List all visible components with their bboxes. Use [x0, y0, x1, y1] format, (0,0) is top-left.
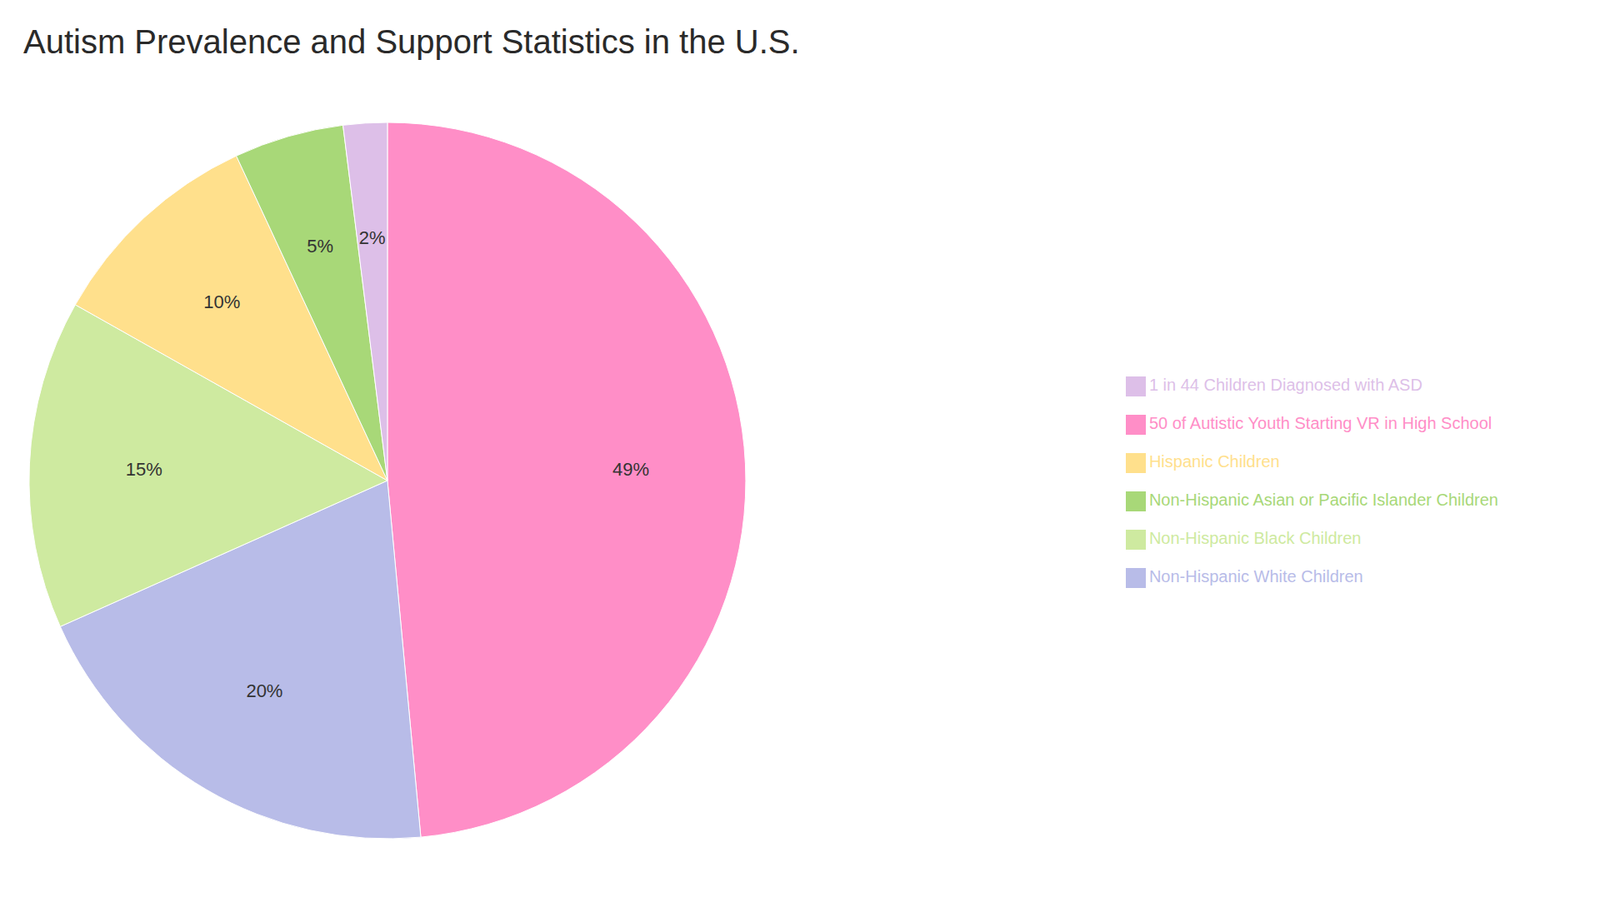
html-text:50 of Autistic Youth Starting: 50 of Autistic Youth Starting VR in High… — [1149, 414, 1492, 433]
svg-text:15%: 15% — [125, 459, 163, 480]
html-text:Non-Hispanic White Children: Non-Hispanic White Children — [1149, 567, 1364, 586]
svg-text:20%: 20% — [245, 680, 283, 702]
svg-text:2%: 2% — [359, 227, 386, 249]
html-text:Non-Hispanic Asian or Pacific: Non-Hispanic Asian or Pacific Islander C… — [1149, 490, 1499, 510]
html-text:Non-Hispanic Black Children: Non-Hispanic Black Children — [1149, 529, 1362, 548]
html-text:Autism Prevalence and Support: Autism Prevalence and Support Statistics… — [23, 23, 800, 60]
svg-text:5%: 5% — [306, 235, 334, 257]
html-text:1 in 44 Children Diagnosed wit: 1 in 44 Children Diagnosed with ASD — [1149, 375, 1423, 395]
svg-text:10%: 10% — [203, 291, 240, 313]
html-text:Hispanic Children: Hispanic Children — [1149, 452, 1280, 471]
svg-text:49%: 49% — [612, 459, 650, 480]
